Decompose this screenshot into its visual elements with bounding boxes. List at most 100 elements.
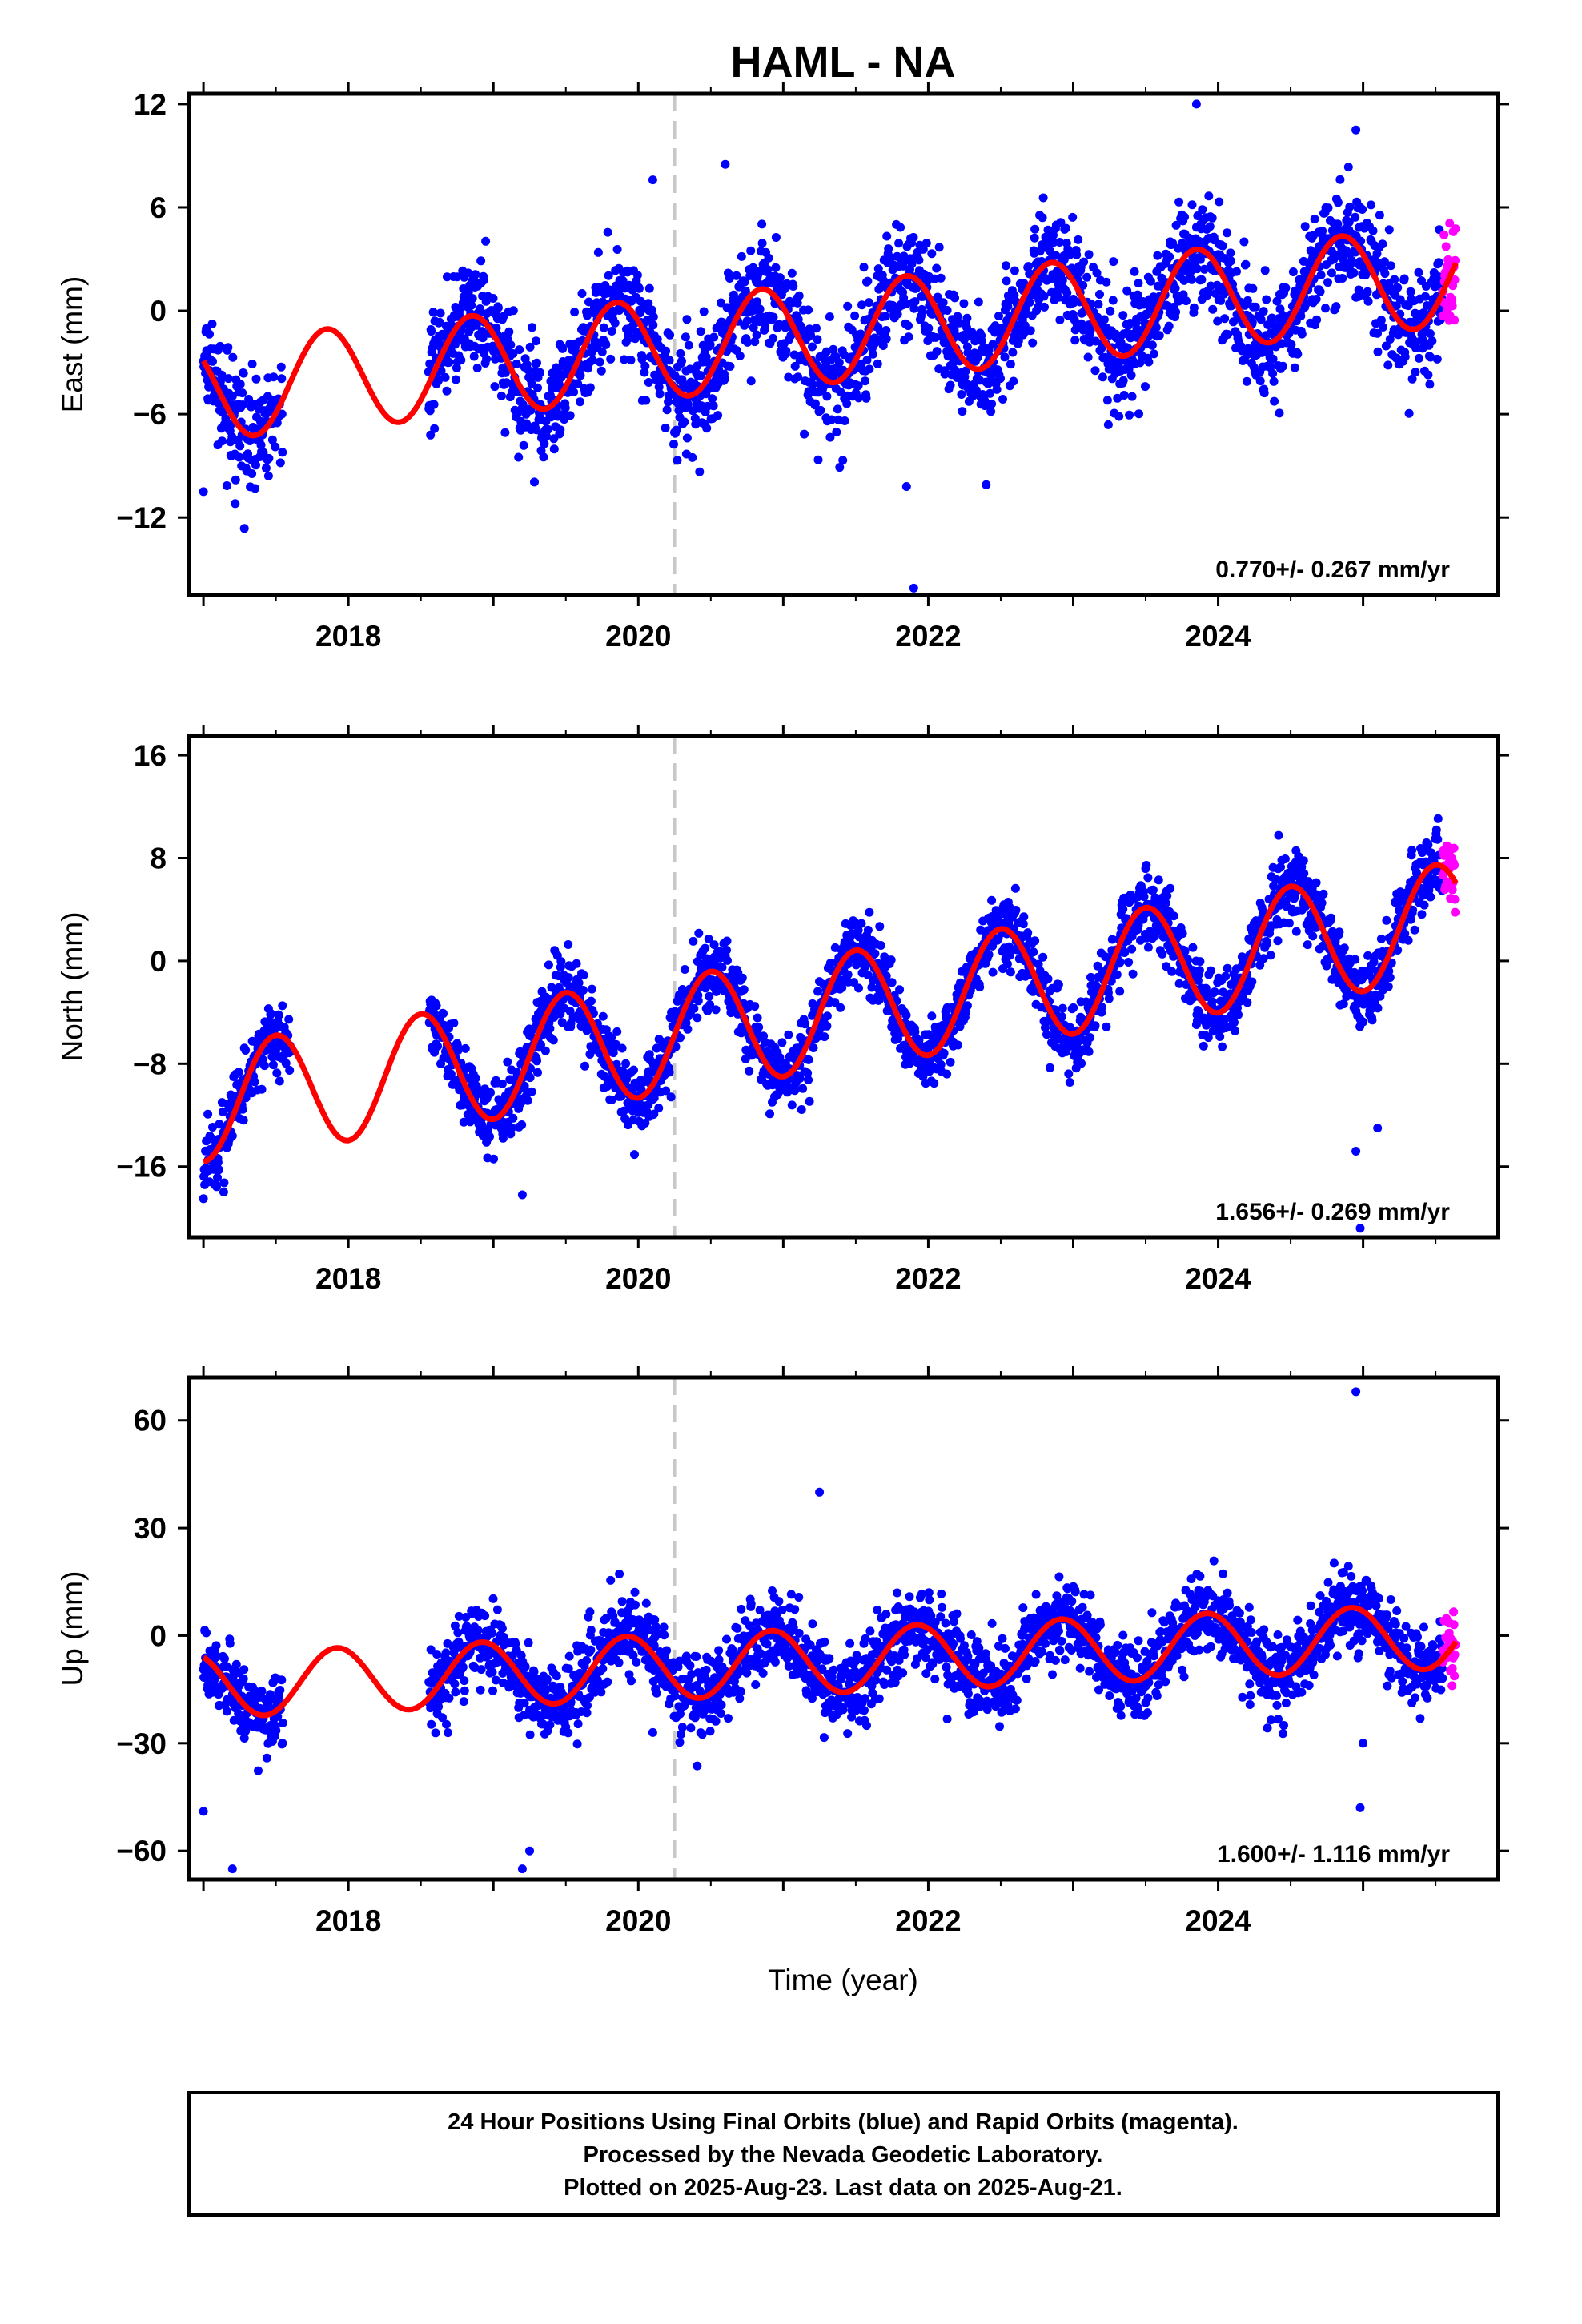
final-point [1241,259,1251,269]
final-point [227,1131,237,1140]
final-point [853,381,863,391]
final-point [769,312,778,322]
final-point [540,1046,550,1055]
final-point [1103,420,1113,429]
final-point [1142,310,1151,320]
final-point [1407,846,1417,855]
final-point [680,965,689,974]
final-point [654,382,664,392]
final-point [661,1086,671,1096]
final-point [977,336,986,346]
final-point [813,455,823,464]
final-point [238,388,247,398]
final-point [1104,994,1114,1003]
final-point [1210,987,1219,996]
final-point [231,475,240,485]
final-point [218,1107,227,1116]
final-point [442,386,452,396]
final-point [1188,943,1198,952]
final-point [1281,283,1291,292]
final-point [1161,899,1170,908]
final-point [439,1009,448,1019]
final-point [1030,224,1040,234]
final-point [471,1073,480,1083]
final-point [884,244,893,254]
final-point [746,246,756,255]
final-point [558,344,568,353]
final-point [859,263,869,272]
final-point [1206,966,1215,975]
final-point [775,273,785,283]
final-point [648,312,658,321]
final-point [1056,218,1066,227]
final-point [610,318,620,328]
final-point [696,327,705,336]
final-point [914,255,924,265]
final-point [1086,972,1095,982]
final-point [1383,982,1393,991]
final-point [617,1043,627,1053]
final-point [868,349,877,359]
final-point [1255,376,1265,386]
final-point [683,400,693,409]
final-point [1164,321,1174,331]
final-point [673,456,682,465]
final-point [887,978,897,987]
final-point [1128,969,1138,979]
final-point [793,298,802,308]
final-point [524,365,533,375]
final-point [1425,329,1435,338]
final-point [1284,919,1294,928]
final-point [1040,302,1049,312]
final-point [579,986,588,995]
final-point [704,935,713,943]
final-point [1120,948,1130,957]
final-point [536,368,544,377]
final-point [1216,296,1226,305]
final-point [652,1043,662,1053]
final-point [215,1120,224,1129]
final-point [1078,280,1088,290]
final-point [1195,966,1204,975]
final-point [632,271,642,280]
final-point [465,1117,475,1127]
final-point [803,1068,813,1078]
final-point [603,227,612,237]
final-point [203,1109,213,1119]
final-point [1106,306,1115,316]
final-point [725,274,734,283]
final-point [585,1050,595,1059]
final-point [1234,1010,1243,1019]
final-point [1084,250,1094,259]
final-point [867,983,877,992]
final-point [722,946,731,955]
final-point [1091,336,1100,346]
final-point [1102,1022,1111,1031]
final-point [754,1023,764,1032]
final-point [1174,197,1184,207]
final-point [479,275,488,285]
final-point [1146,276,1155,286]
final-point [1274,830,1283,840]
final-point [1062,288,1072,298]
final-point [1344,217,1354,227]
final-point [825,959,835,968]
final-point [486,1088,495,1097]
final-point [1010,266,1019,275]
final-point [607,1033,616,1043]
final-point [435,317,444,327]
final-point [493,303,503,312]
final-point [909,232,918,242]
final-point [886,955,896,965]
final-point [797,1105,806,1114]
final-point [506,340,516,350]
final-point [705,1000,715,1010]
final-point [1182,296,1191,306]
final-point [1003,302,1013,311]
final-point [528,323,537,332]
final-point [1417,910,1427,919]
final-point [757,219,767,229]
final-point [527,1087,536,1096]
final-point [214,1165,223,1175]
